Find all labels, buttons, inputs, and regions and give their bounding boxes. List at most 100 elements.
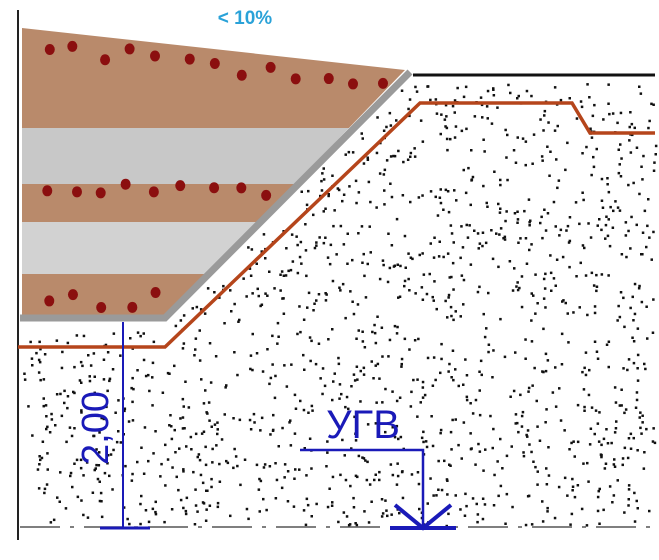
soil-dot <box>516 281 519 284</box>
soil-dot <box>266 348 269 351</box>
soil-dot <box>347 150 351 154</box>
soil-dot <box>119 354 122 357</box>
soil-dot <box>391 473 395 477</box>
soil-dot <box>451 418 454 422</box>
soil-dot <box>319 377 322 380</box>
soil-dot <box>624 234 628 237</box>
soil-dot <box>73 427 76 430</box>
soil-dot <box>568 216 572 219</box>
soil-dot <box>283 476 286 479</box>
soil-dot <box>46 452 49 455</box>
soil-dot <box>497 265 500 269</box>
soil-dot <box>632 436 635 440</box>
soil-dot <box>446 252 450 255</box>
soil-dot <box>202 430 206 433</box>
soil-dot <box>262 466 266 469</box>
soil-dot <box>622 296 625 300</box>
soil-dot <box>211 461 214 464</box>
soil-dot <box>308 437 312 440</box>
soil-dot <box>366 262 369 266</box>
soil-dot <box>407 277 410 281</box>
soil-dot <box>486 117 489 120</box>
soil-dot <box>493 473 496 477</box>
soil-dot <box>169 414 172 417</box>
soil-dot <box>467 166 470 170</box>
soil-dot <box>66 395 70 398</box>
soil-dot <box>398 511 401 515</box>
soil-dot <box>588 96 591 99</box>
soil-dot <box>140 494 143 498</box>
soil-dot <box>625 255 628 259</box>
soil-dot <box>608 244 612 248</box>
soil-dot <box>446 190 450 193</box>
soil-dot <box>591 114 595 118</box>
soil-dot <box>339 224 343 228</box>
soil-dot <box>355 523 359 527</box>
soil-dot <box>516 210 519 213</box>
soil-dot <box>386 280 390 284</box>
soil-dot <box>429 190 433 193</box>
soil-dot <box>367 521 371 524</box>
soil-dot <box>523 209 526 213</box>
soil-dot <box>46 468 49 471</box>
soil-dot <box>131 419 135 422</box>
soil-dot <box>568 239 572 243</box>
soil-dot <box>471 412 475 415</box>
soil-dot <box>44 404 48 407</box>
soil-dot <box>499 437 502 441</box>
soil-dot <box>97 464 101 467</box>
soil-dot <box>536 425 539 428</box>
soil-dot <box>600 199 604 202</box>
soil-dot <box>400 470 404 474</box>
soil-dot <box>564 301 567 305</box>
soil-dot <box>341 282 345 286</box>
soil-dot <box>271 429 275 432</box>
soil-dot <box>382 173 386 176</box>
soil-dot <box>594 409 598 412</box>
soil-dot <box>643 362 646 366</box>
soil-dot <box>38 340 41 344</box>
gravel-dot <box>261 189 272 201</box>
soil-dot <box>400 365 403 368</box>
soil-dot <box>166 371 170 375</box>
soil-dot <box>111 368 115 371</box>
soil-dot <box>497 202 500 206</box>
soil-dot <box>324 236 327 239</box>
soil-dot <box>528 248 531 252</box>
soil-dot <box>546 145 549 148</box>
soil-dot <box>476 520 479 524</box>
soil-dot <box>383 168 387 172</box>
soil-dot <box>465 374 469 377</box>
soil-dot <box>401 194 405 197</box>
soil-dot <box>403 234 407 238</box>
soil-dot <box>315 241 318 244</box>
soil-dot <box>475 502 478 506</box>
soil-dot <box>367 180 371 184</box>
soil-dot <box>514 161 518 164</box>
soil-dot <box>530 340 534 343</box>
soil-dot <box>414 85 417 89</box>
gravel-dot <box>71 186 82 198</box>
soil-dot <box>229 514 232 518</box>
soil-dot <box>393 324 397 328</box>
soil-dot <box>503 238 507 241</box>
soil-dot <box>344 153 347 156</box>
soil-dot <box>253 421 256 424</box>
soil-dot <box>388 266 392 270</box>
soil-dot <box>555 158 558 161</box>
soil-dot <box>420 436 424 440</box>
soil-dot <box>611 226 615 229</box>
soil-dot <box>168 372 171 375</box>
soil-dot <box>131 472 134 476</box>
soil-dot <box>544 369 548 373</box>
soil-dot <box>147 459 150 463</box>
soil-dot <box>393 154 397 158</box>
soil-dot <box>529 219 532 222</box>
soil-dot <box>619 175 623 178</box>
soil-dot <box>596 422 600 425</box>
soil-dot <box>614 427 618 430</box>
soil-dot <box>511 289 515 292</box>
gravel-dot <box>120 178 131 190</box>
soil-dot <box>421 386 425 389</box>
soil-dot <box>302 318 306 321</box>
